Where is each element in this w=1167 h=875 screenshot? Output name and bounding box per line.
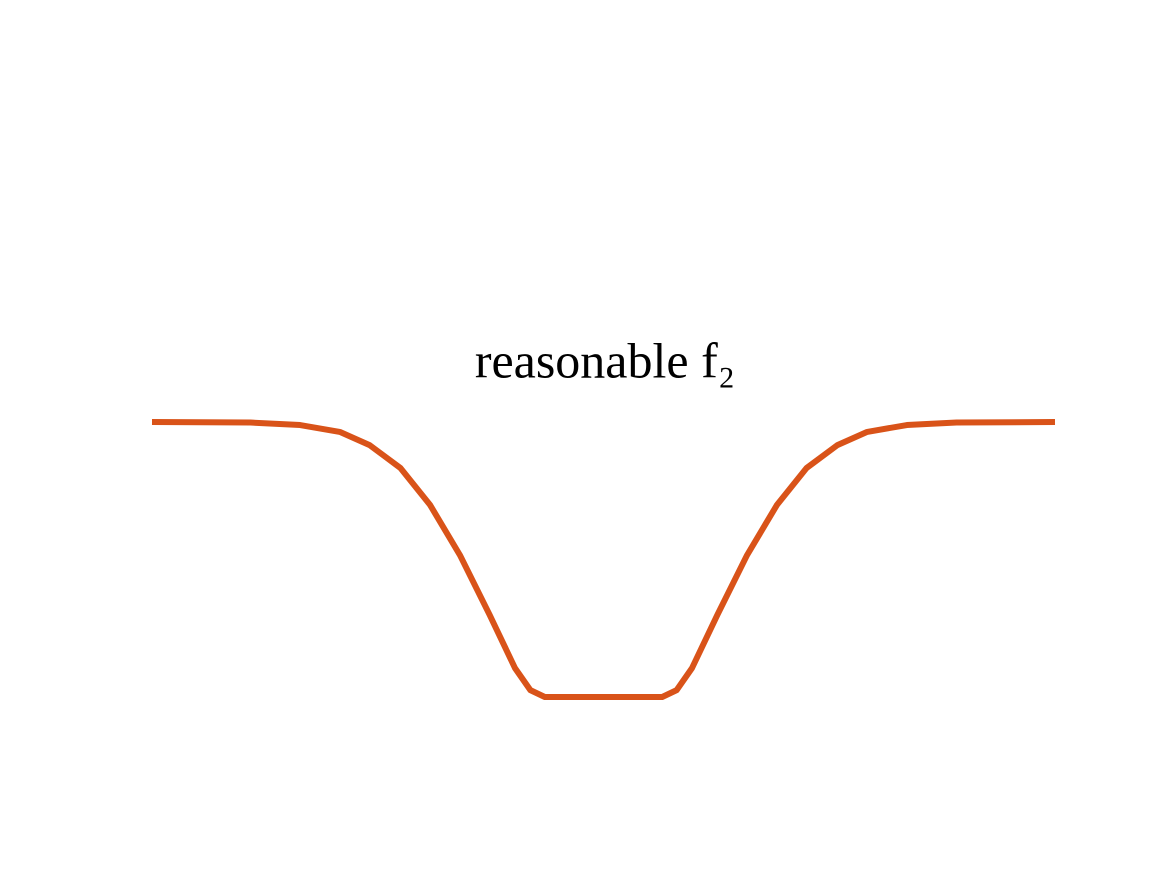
chart-title: reasonable f₂ [475, 332, 735, 388]
line [151, 419, 1056, 700]
